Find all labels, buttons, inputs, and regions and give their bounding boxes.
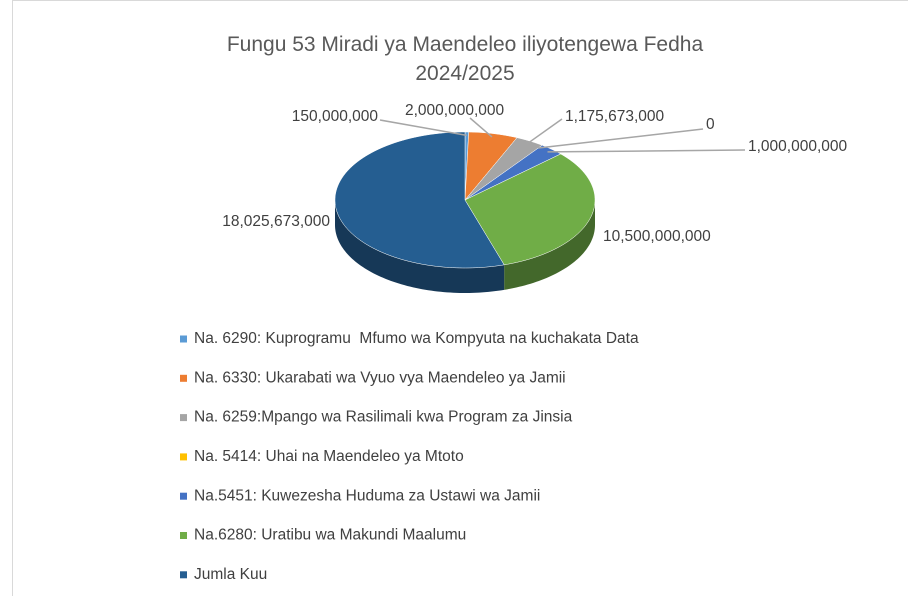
slice [464,145,562,201]
leader-line [379,119,467,137]
leader-line [547,149,746,153]
legend-label: Na. 6259:Mpango wa Rasilimali kwa Progra… [194,409,573,426]
slice-side [335,200,505,293]
legend-label: Na. 6290: Kuprogramu Mfumo wa Kompyuta n… [194,330,639,347]
data-label: 1,000,000,000 [748,138,848,155]
data-label: 18,025,673,000 [222,213,330,230]
legend-swatch [180,532,187,539]
data-label: 0 [706,116,715,133]
legend-swatch [180,453,187,461]
slice [334,131,505,269]
legend-swatch [180,571,187,579]
legend-label: Na.6280: Uratibu wa Makundi Maalumu [194,527,466,544]
legend-label: Jumla Kuu [194,566,267,583]
legend-label: Na. 6330: Ukarabati wa Vyuo vya Maendele… [194,369,566,386]
legend-swatch [180,492,187,500]
legend-swatch [180,374,187,382]
leader-line [526,118,563,145]
data-label: 150,000,000 [292,108,379,125]
leader-line [469,117,493,138]
legend-label: Na.5451: Kuwezesha Huduma za Ustawi wa J… [194,487,540,504]
leader-line [538,128,704,149]
data-label: 10,500,000,000 [603,228,711,245]
chart-frame [12,0,908,596]
slice-side [504,200,595,290]
slice [464,153,596,266]
data-label: 2,000,000,000 [405,102,505,119]
legend-swatch [180,414,187,422]
chart-title: Fungu 53 Miradi ya Maendeleo iliyotengew… [227,33,704,85]
legend-label: Na. 5414: Uhai na Maendeleo ya Mtoto [194,448,464,465]
data-label: 1,175,673,000 [565,108,665,125]
legend-swatch [180,335,187,343]
slice [464,131,518,201]
